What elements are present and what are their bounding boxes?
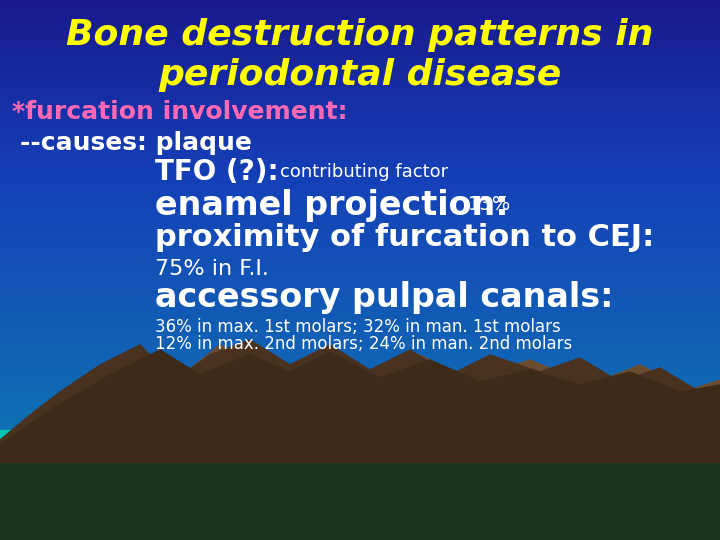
Polygon shape (0, 340, 720, 462)
Text: Bone destruction patterns in: Bone destruction patterns in (66, 18, 654, 52)
Bar (0, 460, 720, 540)
Text: 75% in F.I.: 75% in F.I. (155, 259, 269, 279)
Bar (0, 430, 720, 465)
Text: enamel projection:: enamel projection: (155, 188, 521, 221)
Text: proximity of furcation to CEJ:: proximity of furcation to CEJ: (155, 224, 654, 253)
Text: 12% in max. 2nd molars; 24% in man. 2nd molars: 12% in max. 2nd molars; 24% in man. 2nd … (155, 335, 572, 353)
Text: accessory pulpal canals:: accessory pulpal canals: (155, 281, 613, 314)
Text: TFO (?):: TFO (?): (155, 158, 288, 186)
Text: 13%: 13% (468, 195, 511, 214)
Polygon shape (0, 350, 720, 462)
Text: contributing factor: contributing factor (280, 163, 448, 181)
Polygon shape (0, 345, 720, 462)
Text: periodontal disease: periodontal disease (158, 58, 562, 92)
Text: *furcation involvement:: *furcation involvement: (12, 100, 348, 124)
Text: --causes: plaque: --causes: plaque (20, 131, 252, 155)
Text: 36% in max. 1st molars; 32% in man. 1st molars: 36% in max. 1st molars; 32% in man. 1st … (155, 318, 561, 336)
